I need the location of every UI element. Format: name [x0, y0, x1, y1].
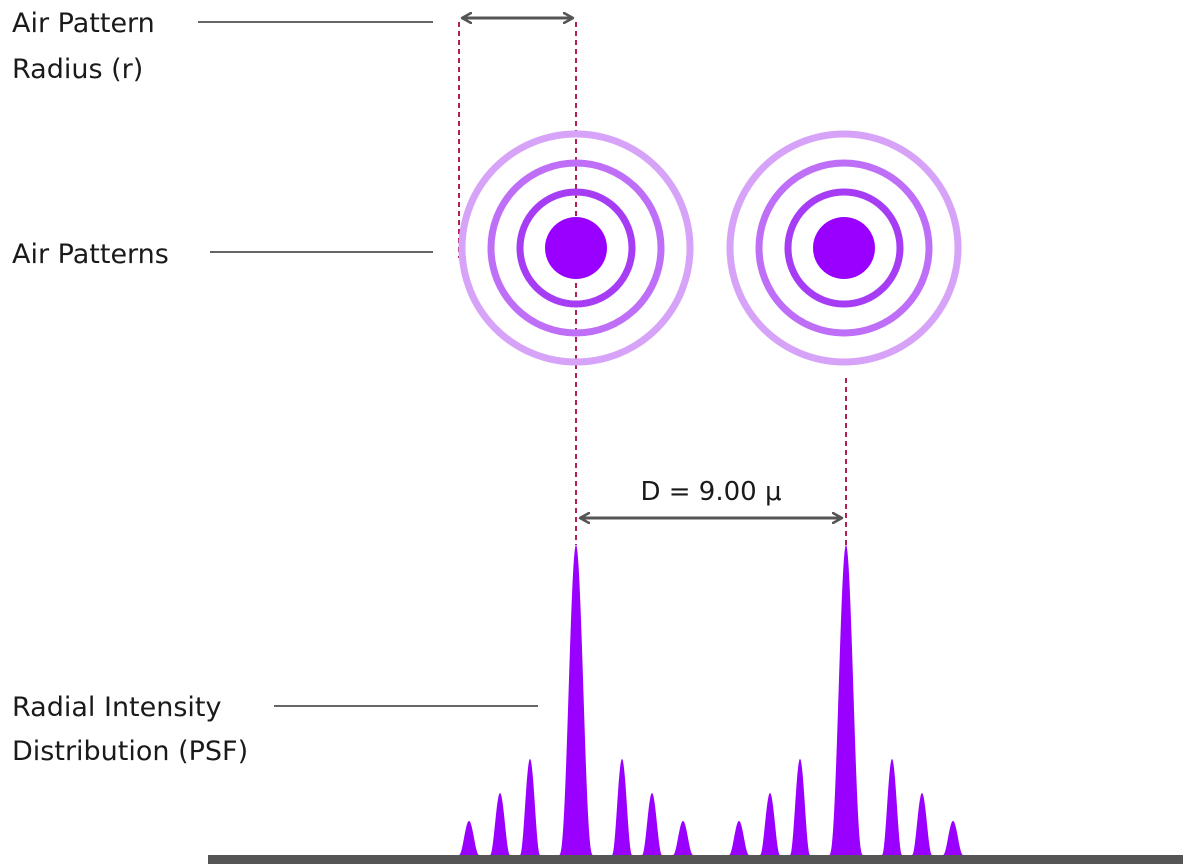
- central-spot: [813, 217, 875, 279]
- psf-label-line2: Distribution (PSF): [12, 736, 248, 767]
- left-airy-pattern: [458, 130, 694, 366]
- radius-label-line2: Radius (r): [12, 54, 143, 85]
- left-psf-curve: [456, 545, 696, 855]
- distance-label: D = 9.00 μ: [640, 477, 781, 507]
- right-psf-curve: [726, 545, 966, 855]
- outer-ring: [726, 130, 962, 366]
- inner-ring: [516, 188, 636, 308]
- right-psf-profile: [726, 545, 966, 855]
- psf-label-line1: Radial Intensity: [12, 692, 222, 723]
- patterns-label: Air Patterns: [12, 239, 169, 270]
- central-spot: [545, 217, 607, 279]
- middle-ring: [755, 159, 933, 337]
- middle-ring: [487, 159, 665, 337]
- inner-ring: [784, 188, 904, 308]
- baseline-bar: [208, 855, 1183, 864]
- radius-label-line1: Air Pattern: [12, 8, 155, 39]
- outer-ring: [458, 130, 694, 366]
- left-psf-profile: [456, 545, 696, 855]
- right-airy-pattern: [726, 130, 962, 366]
